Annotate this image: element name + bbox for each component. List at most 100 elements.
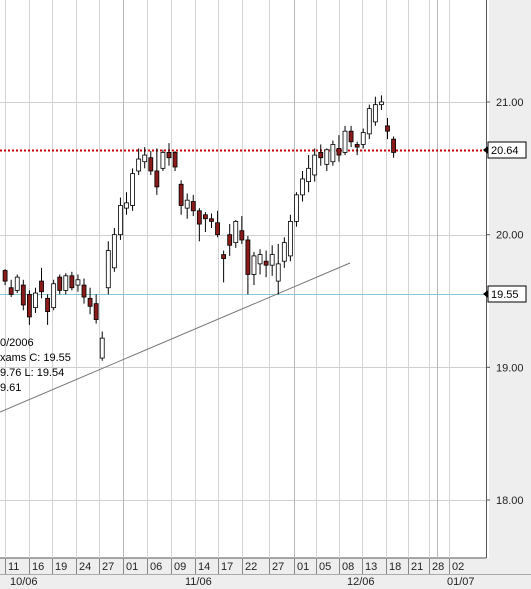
candle-body xyxy=(148,157,154,172)
candle-body xyxy=(275,263,281,282)
candle-body xyxy=(190,201,196,212)
candle xyxy=(330,140,336,166)
candle-body xyxy=(33,292,38,309)
candle-body xyxy=(287,220,293,257)
candle-body xyxy=(99,337,105,359)
candle xyxy=(172,151,178,171)
info-panel: 0/2006 xams C: 19.55 9.76 L: 19.54 9.61 xyxy=(0,337,71,394)
x-tick-label: 06 xyxy=(150,561,162,573)
candle xyxy=(209,213,214,229)
x-tick-label: 28 xyxy=(432,561,444,573)
y-tick-label: 20.00 xyxy=(496,230,524,242)
candle-body xyxy=(330,144,336,163)
candle-body xyxy=(81,284,87,298)
candle-body xyxy=(45,297,50,313)
candle-body xyxy=(178,183,184,206)
candle xyxy=(99,331,105,361)
candle-body xyxy=(63,275,69,291)
x-tick-label: 19 xyxy=(55,561,67,573)
x-tick-label: 27 xyxy=(272,561,284,573)
candle xyxy=(281,237,287,268)
candle xyxy=(379,95,384,110)
candle-body xyxy=(312,154,318,176)
candle-body xyxy=(14,276,20,291)
candle xyxy=(184,193,190,219)
candle xyxy=(8,279,14,298)
candle xyxy=(245,235,251,295)
x-tick-label: 02 xyxy=(452,561,464,573)
candle xyxy=(306,155,312,193)
candle xyxy=(118,197,123,240)
candle-body xyxy=(136,158,142,172)
candle xyxy=(63,273,69,295)
candle-body xyxy=(26,293,32,318)
x-tick-label: 01 xyxy=(126,561,138,573)
candle-body xyxy=(354,144,360,148)
reference-lines xyxy=(0,149,486,295)
candle-body xyxy=(251,255,257,275)
candle-body xyxy=(215,222,220,236)
candle-body xyxy=(105,250,111,289)
x-tick-label: 24 xyxy=(79,561,91,573)
candle xyxy=(275,243,281,295)
candle-body xyxy=(294,194,299,222)
candle-body xyxy=(203,214,208,220)
candle xyxy=(130,168,135,211)
candle xyxy=(215,210,220,238)
y-axis-panel xyxy=(486,0,531,558)
x-tick-label: 11 xyxy=(8,561,19,573)
x-axis-panel xyxy=(0,558,531,589)
y-axis-labels: 18.00 19.00 20.00 21.00 xyxy=(486,97,524,507)
candle xyxy=(20,279,26,311)
candle-body xyxy=(239,230,245,241)
reference-tag-label: 20.64 xyxy=(491,145,519,157)
candle xyxy=(196,208,202,242)
candle xyxy=(263,250,269,278)
candle xyxy=(105,241,111,295)
candle xyxy=(251,251,257,286)
candle xyxy=(93,294,99,324)
candle xyxy=(269,245,275,276)
trendline xyxy=(0,262,351,413)
candle-body xyxy=(51,283,57,309)
candle xyxy=(39,267,44,299)
candle-body xyxy=(172,152,178,168)
candle xyxy=(111,228,117,272)
candle xyxy=(257,249,263,275)
candle-body xyxy=(336,148,342,156)
candle-body xyxy=(87,297,93,307)
y-tick-label: 19.00 xyxy=(496,362,524,374)
candle-body xyxy=(130,173,135,206)
y-axis-strip xyxy=(486,0,489,558)
candle xyxy=(300,170,305,202)
candle xyxy=(348,125,354,148)
x-tick-label: 09 xyxy=(174,561,186,573)
candle xyxy=(391,136,396,158)
candle xyxy=(69,271,75,291)
candle xyxy=(227,224,233,256)
candle-body xyxy=(209,218,214,222)
candle-body xyxy=(166,152,172,159)
candle-body xyxy=(196,210,202,225)
candle-body xyxy=(257,254,263,265)
candle xyxy=(124,192,129,215)
candle xyxy=(136,148,142,175)
info-line: 9.76 L: 19.54 xyxy=(0,367,64,379)
candle-body xyxy=(379,101,384,106)
candle-body xyxy=(75,279,81,286)
candle xyxy=(312,148,318,182)
candle-body xyxy=(372,104,378,123)
candle xyxy=(33,287,38,313)
candle xyxy=(354,141,360,156)
candle-body xyxy=(2,270,8,282)
candle-body xyxy=(263,260,269,266)
x-tick-label: 22 xyxy=(245,561,257,573)
candle-body xyxy=(154,170,160,188)
candle xyxy=(154,148,160,195)
month-labels: 10/06 11/06 12/06 01/07 xyxy=(0,574,531,588)
reference-tag-label: 19.55 xyxy=(491,289,519,301)
candle-body xyxy=(385,125,390,132)
candle xyxy=(342,125,348,156)
candle xyxy=(45,294,50,325)
